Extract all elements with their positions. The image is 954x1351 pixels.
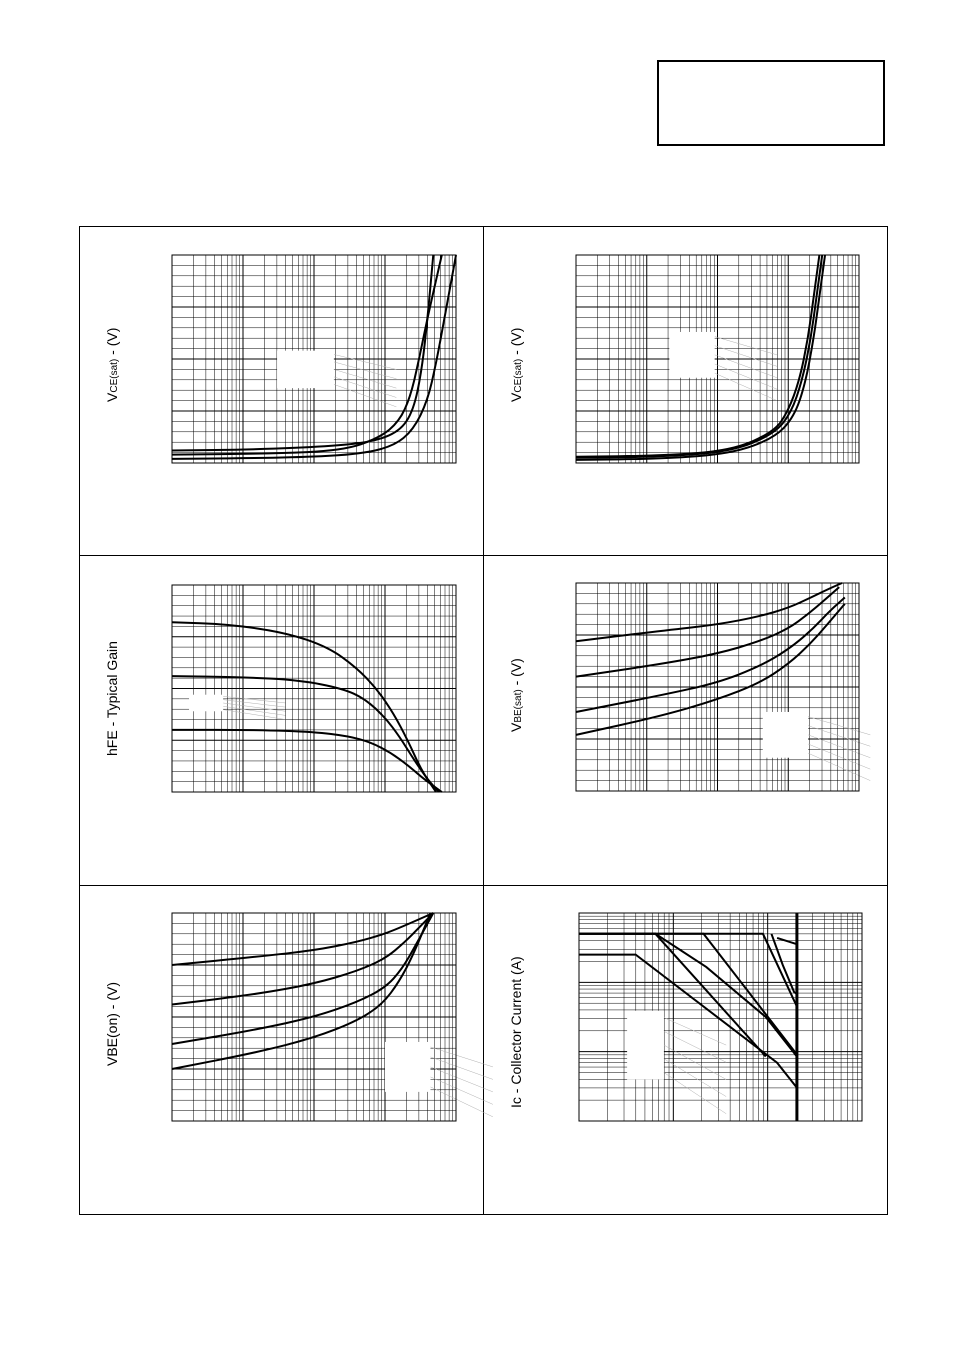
- leader-line: [714, 336, 778, 356]
- leader-line: [807, 743, 871, 770]
- legend-box: [627, 1010, 664, 1080]
- chart-vce-sat-1: [171, 254, 457, 464]
- ylabel-vce-sat-2: VCE(sat) - (V): [508, 327, 524, 402]
- ylabel-ic: Ic - Collector Current (A): [508, 956, 524, 1108]
- series-line-1: [575, 254, 821, 458]
- leader-line: [333, 384, 397, 408]
- plot-frame: [171, 912, 457, 1122]
- series-line-1: [579, 932, 767, 1058]
- row-divider-1: [79, 555, 888, 556]
- plot-frame: [171, 584, 457, 793]
- leader-line: [430, 1046, 493, 1068]
- chart-hfe: [171, 584, 457, 793]
- leader-line: [807, 716, 871, 736]
- leader-line: [430, 1086, 494, 1118]
- series-line-1: [171, 254, 435, 452]
- ylabel-hfe: hFE - Typical Gain: [104, 641, 120, 756]
- column-divider: [483, 226, 484, 1215]
- leader-line: [223, 699, 286, 708]
- legend-leaders: [430, 1046, 494, 1118]
- leader-line: [663, 1072, 727, 1114]
- leader-line: [807, 725, 871, 747]
- chart-ic: [578, 912, 863, 1122]
- series-line-4: [171, 912, 432, 1070]
- series-line-2: [575, 254, 824, 459]
- series-line-3: [172, 728, 443, 793]
- series-line-1: [575, 582, 843, 643]
- title-box: [657, 60, 885, 146]
- leader-line: [807, 752, 871, 781]
- series-line-4: [579, 932, 798, 1008]
- plot-frame: [575, 582, 860, 792]
- row-divider-2: [79, 885, 888, 886]
- leader-line: [223, 702, 286, 712]
- series-line-3: [575, 254, 827, 461]
- plot-frame: [575, 254, 860, 464]
- leader-line: [430, 1066, 494, 1093]
- ylabel-vbe-on: VBE(on) - (V): [104, 981, 120, 1066]
- series-line-7: [579, 953, 798, 1089]
- legend-box: [385, 1041, 431, 1092]
- leader-line: [663, 1017, 727, 1046]
- leader-line: [714, 345, 778, 367]
- series-line-3: [171, 254, 457, 460]
- legend-leaders: [714, 336, 778, 401]
- legend-leaders: [807, 716, 871, 781]
- leader-line: [663, 1031, 727, 1063]
- ylabel-vce-sat-1: VCE(sat) - (V): [104, 327, 120, 402]
- leader-line: [333, 361, 397, 380]
- plot-frame: [578, 912, 863, 1122]
- leader-line: [223, 706, 286, 716]
- leader-line: [663, 1058, 727, 1097]
- series-line-6: [776, 937, 798, 968]
- legend-leaders: [663, 1017, 727, 1114]
- series-line-2: [575, 586, 840, 678]
- leader-line: [714, 372, 778, 401]
- leader-line: [714, 354, 778, 378]
- chart-vbe-on: [171, 912, 494, 1122]
- legend-box: [762, 711, 809, 758]
- chart-vce-sat-2: [575, 254, 860, 464]
- chart-vbe-sat: [575, 582, 871, 792]
- leader-line: [430, 1076, 494, 1105]
- leader-line: [430, 1056, 494, 1080]
- legend-box: [669, 331, 715, 378]
- series-line-4: [575, 603, 846, 736]
- series-line-2: [171, 254, 443, 456]
- ylabel-vbe-sat: VBE(sat) - (V): [508, 658, 524, 732]
- leader-line: [663, 1044, 727, 1080]
- leader-line: [714, 363, 778, 390]
- leader-line: [333, 369, 397, 389]
- series-line-3: [575, 596, 846, 713]
- legend-leaders: [333, 354, 397, 408]
- series-line-2: [171, 912, 434, 1006]
- leader-line: [807, 734, 871, 758]
- legend-box: [189, 694, 224, 712]
- legend-leaders: [223, 696, 286, 720]
- leader-line: [223, 709, 286, 720]
- series-line-2: [171, 675, 440, 793]
- series-line-1: [171, 621, 437, 793]
- plot-frame: [171, 254, 457, 464]
- leader-line: [223, 696, 286, 704]
- legend-box: [277, 350, 334, 389]
- leader-line: [333, 354, 397, 370]
- leader-line: [333, 376, 397, 398]
- series-line-3: [171, 912, 435, 1046]
- series-line-1: [171, 912, 434, 966]
